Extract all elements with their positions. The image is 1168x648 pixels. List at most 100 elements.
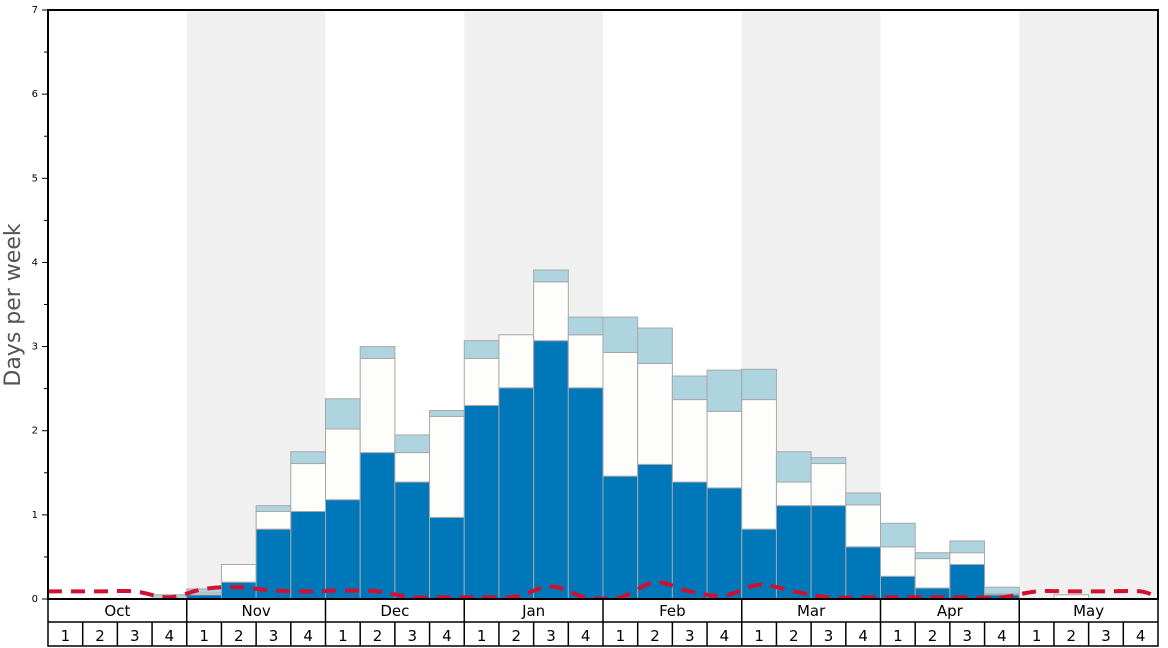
week-label: 4 [1136,627,1146,645]
y-tick-label: 0 [32,594,38,605]
bar-segment-bottom [637,463,673,600]
bar-segment-bottom [671,481,708,600]
month-label: Dec [380,602,409,620]
bar-segment-top [290,451,326,465]
bar-segment-bottom [325,499,361,600]
week-label: 2 [650,627,660,645]
bar-segment-top [463,340,500,359]
week-label: 4 [165,627,175,645]
week-label: 4 [303,627,313,645]
y-tick-label: 7 [32,5,38,16]
bar-segment-top [706,369,743,412]
bar-segment-top [741,368,777,401]
bars [151,269,1090,600]
y-tick-label: 6 [32,89,38,100]
bar-segment-top [845,492,881,506]
bar-segment-top [359,346,396,359]
bar-segment-bottom [949,564,986,600]
week-label: 3 [269,627,279,645]
bar-segment-bottom [845,546,881,600]
week-label: 2 [928,627,938,645]
y-tick-label: 4 [32,257,38,268]
bar-segment-middle [810,463,847,507]
bar-segment-top [775,451,812,483]
bar-segment-bottom [775,505,812,600]
bar-segment-top [949,540,986,554]
bar-segment-top [394,434,431,454]
month-label: Nov [241,602,270,620]
bar-segment-bottom [498,387,535,600]
bar-segment-middle [741,399,777,530]
bar-segment-top [567,316,604,336]
y-axis-label: Days per week [1,223,26,386]
week-label: 2 [789,627,799,645]
bar-segment-middle [220,564,257,583]
bar-segment-middle [290,463,326,512]
bar-segment-middle [533,281,569,342]
month-band [1019,10,1158,599]
bar-segment-bottom [220,581,257,600]
y-tick-label: 5 [32,173,38,184]
month-label: Oct [104,602,130,620]
bar-segment-bottom [602,475,639,600]
bar-segment-top [325,398,361,430]
week-label: 1 [1032,627,1042,645]
bar-segment-bottom [359,452,396,600]
week-label: 1 [477,627,487,645]
bar-segment-bottom [706,487,743,600]
bar-segment-top [255,505,292,512]
y-tick-label: 2 [32,426,38,437]
month-label: Feb [659,602,686,620]
week-label: 3 [407,627,417,645]
week-label: 1 [754,627,764,645]
week-label: 2 [373,627,383,645]
bar-segment-bottom [429,516,465,600]
bar-segment-top [810,457,847,465]
bar-segment-top [429,410,465,417]
week-label: 1 [199,627,209,645]
bar-segment-middle [359,357,396,454]
bar-segment-middle [394,452,431,483]
bar-segment-top [984,586,1020,595]
bar-segment-middle [498,334,535,389]
week-label: 3 [824,627,834,645]
week-label: 4 [720,627,730,645]
bar-segment-middle [325,428,361,501]
week-label: 2 [234,627,244,645]
month-label: May [1073,602,1104,620]
week-label: 3 [1101,627,1111,645]
bar-segment-middle [880,546,916,577]
bar-segment-middle [255,510,292,530]
bar-segment-top [914,552,951,560]
bar-segment-middle [775,481,812,507]
bar-segment-top [637,327,673,364]
y-axis: 0 1 2 3 4 5 6 7 [32,5,48,605]
bar-segment-middle [949,552,986,566]
bar-segment-top [602,316,639,353]
bar-segment-bottom [810,505,847,600]
week-label: 4 [442,627,452,645]
bar-segment-middle [914,558,951,589]
bar-segment-top [671,375,708,401]
week-label: 1 [338,627,348,645]
y-tick-label: 3 [32,342,38,353]
month-label: Jan [521,602,545,620]
month-label: Apr [937,602,964,620]
bar-segment-middle [637,362,673,465]
week-label: 1 [616,627,626,645]
week-label: 1 [893,627,903,645]
bar-segment-bottom [290,510,326,600]
bar-segment-bottom [741,528,777,600]
bar-segment-bottom [463,404,500,600]
bar-segment-middle [463,357,500,406]
bar-segment-middle [706,410,743,489]
month-label: Mar [797,602,826,620]
week-label: 4 [858,627,868,645]
bar-segment-bottom [567,387,604,600]
week-label: 3 [685,627,695,645]
week-label: 2 [95,627,105,645]
bar-segment-bottom [394,481,431,600]
week-label: 4 [997,627,1007,645]
bar-segment-middle [845,504,881,548]
